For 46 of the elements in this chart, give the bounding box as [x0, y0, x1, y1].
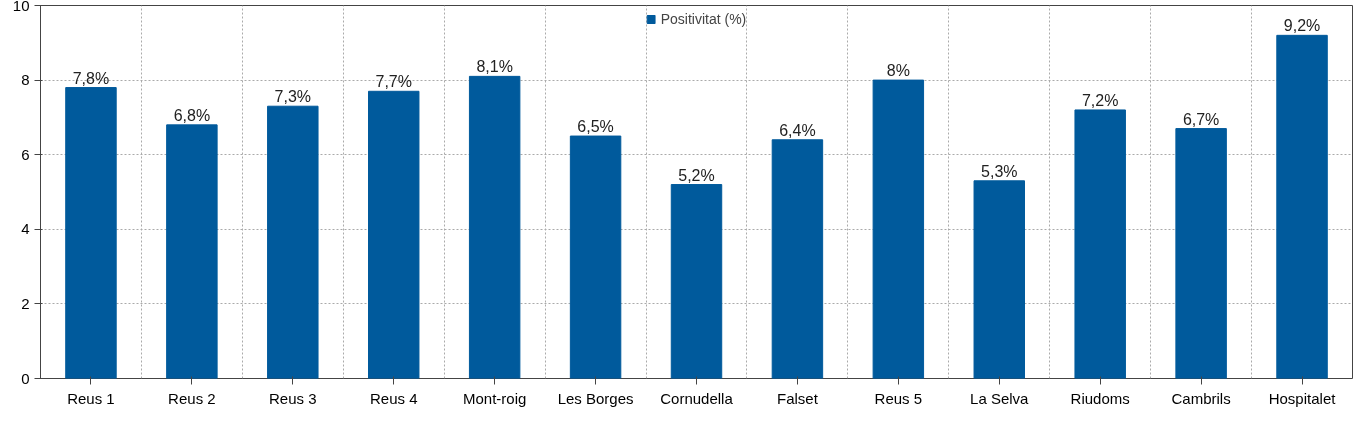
- x-tick-label: Reus 5: [874, 389, 923, 407]
- x-tick-label: Hospitalet: [1268, 389, 1337, 407]
- data-label: 6,4%: [779, 121, 816, 139]
- data-label: 6,7%: [1182, 110, 1220, 128]
- y-tick-label: 2: [21, 294, 30, 312]
- bar: [267, 105, 319, 379]
- data-label: 7,3%: [274, 88, 312, 106]
- x-tick-label: Les Borges: [557, 389, 634, 407]
- x-tick-label: Reus 2: [168, 389, 216, 407]
- bar: [166, 124, 218, 379]
- bar: [973, 180, 1025, 379]
- bar: [670, 184, 723, 379]
- y-tick-label: 4: [21, 220, 30, 238]
- data-label: 6,5%: [577, 118, 614, 136]
- data-label: 6,8%: [173, 106, 211, 124]
- bar: [1276, 34, 1328, 379]
- x-tick-label: Reus 1: [67, 389, 115, 407]
- bar: [1074, 109, 1126, 379]
- x-tick-label: Cornudella: [660, 389, 734, 407]
- bar: [1175, 128, 1227, 379]
- data-label: 9,2%: [1283, 17, 1321, 35]
- data-label: 7,8%: [72, 69, 110, 87]
- bar: [569, 135, 622, 379]
- x-tick-label: Falset: [777, 389, 819, 407]
- bar: [468, 75, 521, 379]
- bar: [771, 139, 824, 379]
- legend-label: Positivitat (%): [660, 11, 747, 27]
- x-tick-label: Cambrils: [1171, 389, 1231, 407]
- y-tick-label: 0: [21, 369, 30, 387]
- x-tick-label: Reus 4: [369, 389, 418, 407]
- bar: [65, 87, 117, 379]
- data-label: 7,7%: [375, 73, 412, 91]
- x-tick-label: Reus 3: [269, 389, 317, 407]
- bar: [368, 90, 420, 379]
- data-label: 5,3%: [981, 162, 1018, 180]
- y-tick-label: 10: [12, 0, 30, 14]
- x-tick-label: La Selva: [970, 389, 1030, 407]
- y-tick-label: 6: [21, 145, 30, 163]
- data-label: 5,2%: [678, 166, 715, 184]
- x-tick-label: Mont-roig: [462, 389, 527, 407]
- data-label: 7,2%: [1081, 91, 1119, 109]
- data-label: 8%: [886, 62, 910, 80]
- bar: [872, 79, 925, 379]
- x-tick-label: Riudoms: [1070, 389, 1130, 407]
- data-label: 8,1%: [476, 58, 513, 76]
- y-tick-label: 8: [21, 71, 30, 89]
